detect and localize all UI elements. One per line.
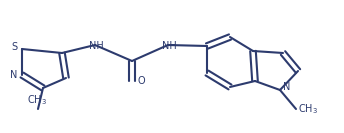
Text: N: N bbox=[283, 82, 290, 92]
Text: NH: NH bbox=[89, 41, 104, 51]
Text: S: S bbox=[11, 42, 17, 52]
Text: NH: NH bbox=[162, 41, 176, 51]
Text: CH$_3$: CH$_3$ bbox=[27, 93, 47, 107]
Text: N: N bbox=[10, 70, 17, 80]
Text: O: O bbox=[138, 76, 146, 86]
Text: CH$_3$: CH$_3$ bbox=[298, 102, 318, 116]
